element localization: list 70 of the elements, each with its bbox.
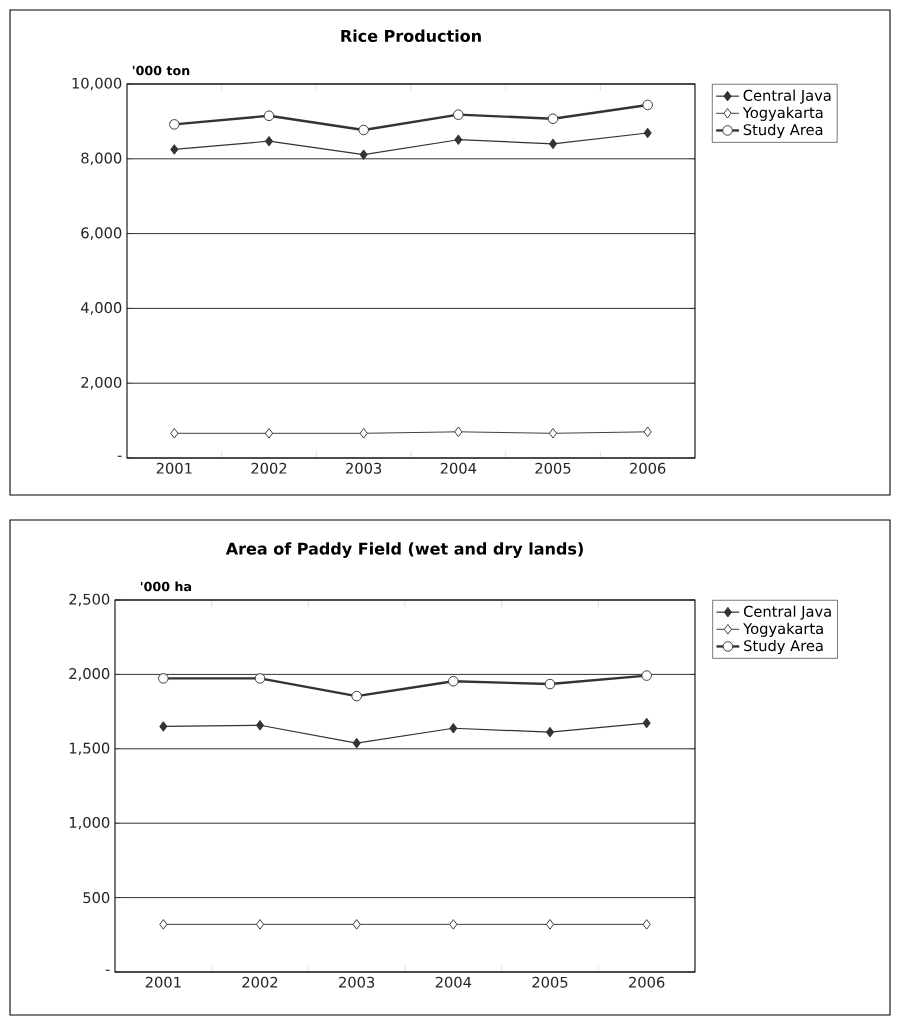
x-tick-label: 2001 [145,976,181,988]
point [545,726,555,738]
y-tick-label: 4,000 [81,302,122,315]
x-tick-label: 2003 [339,976,375,988]
x-tick-label: 2006 [629,976,665,988]
x-tick-label: 2006 [630,462,666,474]
x-tick-label: 2004 [435,976,472,988]
point [170,428,179,439]
point [454,134,463,145]
x-tick-label: 2005 [532,976,568,988]
point [352,919,361,930]
point [454,426,463,438]
point [643,127,652,139]
point [544,678,556,690]
point [169,119,180,130]
y-tick-label: 2,500 [69,593,110,607]
y-tick-label: 6,000 [81,227,122,240]
point [255,919,265,930]
point [351,690,362,702]
point [159,919,168,930]
point [264,135,274,147]
legend-label: Yogyakarta [742,106,823,121]
x-tick-label: 2004 [440,462,477,474]
point [254,673,266,684]
point [642,919,651,930]
point [170,144,179,155]
point [547,113,559,125]
x-tick-label: 2005 [535,462,571,474]
y-tick-label: 10,000 [72,77,122,91]
legend-label: Yogyakarta [743,622,823,637]
x-tick-label: 2002 [242,976,278,988]
y-tick-label: - [105,969,110,971]
point [453,109,464,120]
y-tick-label: 2,000 [81,376,122,390]
y-axis-title: '000 ha [140,581,192,592]
legend-label: Central Java [743,605,831,620]
y-tick-label: 500 [83,892,110,904]
point [359,428,368,439]
point [449,722,458,734]
chart-title: Area of Paddy Field (wet and dry lands) [225,542,583,558]
point [263,110,275,122]
point [448,675,459,687]
point [642,717,651,729]
legend-label: Study Area [743,123,823,139]
y-tick-label: 2,000 [69,668,110,681]
point [545,919,555,930]
point [159,721,168,732]
point [352,737,361,749]
y-tick-label: 1,000 [69,816,110,830]
x-tick-label: 2001 [156,462,192,474]
x-tick-label: 2003 [346,462,382,474]
point [548,138,558,150]
point [548,428,558,439]
y-tick-label: 1,500 [69,742,110,756]
point [255,720,265,731]
y-tick-label: 8,000 [81,152,122,166]
point [158,673,169,684]
chart-title: Rice Production [341,29,481,42]
point [359,149,368,160]
point [643,426,652,438]
legend-label: Central Java [743,89,831,104]
y-tick-label: - [117,455,122,457]
x-tick-label: 2002 [251,462,287,474]
point [641,670,652,681]
point [642,99,653,111]
point [358,124,369,136]
point [264,428,274,439]
point [449,919,458,930]
y-axis-title: '000 ton [132,65,190,76]
legend-label: Study Area [744,639,823,655]
